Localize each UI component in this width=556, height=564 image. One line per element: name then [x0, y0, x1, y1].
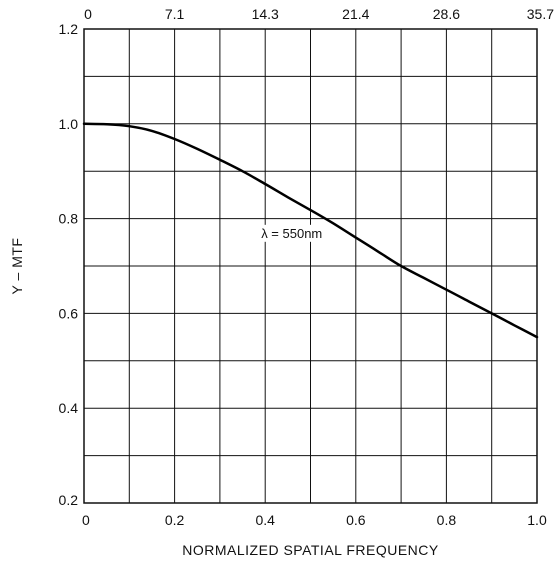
y-tick-label: 0.4: [59, 400, 79, 416]
y-tick-label: 0.2: [59, 492, 79, 508]
x-tick-label: 0.6: [346, 512, 366, 528]
x-tick-label: 0: [82, 512, 90, 528]
y-tick-label: 0.6: [59, 305, 79, 321]
y-axis-label: Y – MTF: [9, 238, 25, 295]
x-tick-label: 0.4: [255, 512, 275, 528]
y-tick-label: 1.0: [59, 116, 79, 132]
x-tick-label: 1.0: [527, 512, 547, 528]
wavelength-annotation: λ = 550nm: [261, 226, 322, 241]
bottom-axis-tick-labels: 0 0.2 0.4 0.6 0.8 1.0: [82, 512, 547, 528]
x-tick-label: 0.8: [437, 512, 457, 528]
top-axis-tick-label: 28.6: [433, 6, 460, 22]
grid-lines: [84, 29, 537, 503]
top-axis-tick-label: 21.4: [342, 6, 369, 22]
top-axis-tick-label: 35.7: [527, 6, 554, 22]
y-tick-label: 0.8: [59, 211, 79, 227]
top-axis-tick-label: 14.3: [252, 6, 279, 22]
top-axis-tick-label: 0: [84, 6, 92, 22]
x-tick-label: 0.2: [165, 512, 185, 528]
left-axis-tick-labels: 0.2 0.4 0.6 0.8 1.0 1.2: [59, 21, 79, 508]
x-axis-label: NORMALIZED SPATIAL FREQUENCY: [182, 542, 439, 558]
y-tick-label: 1.2: [59, 21, 79, 37]
top-axis-tick-label: 7.1: [165, 6, 185, 22]
top-axis-tick-labels: 0 7.1 14.3 21.4 28.6 35.7: [84, 6, 554, 22]
